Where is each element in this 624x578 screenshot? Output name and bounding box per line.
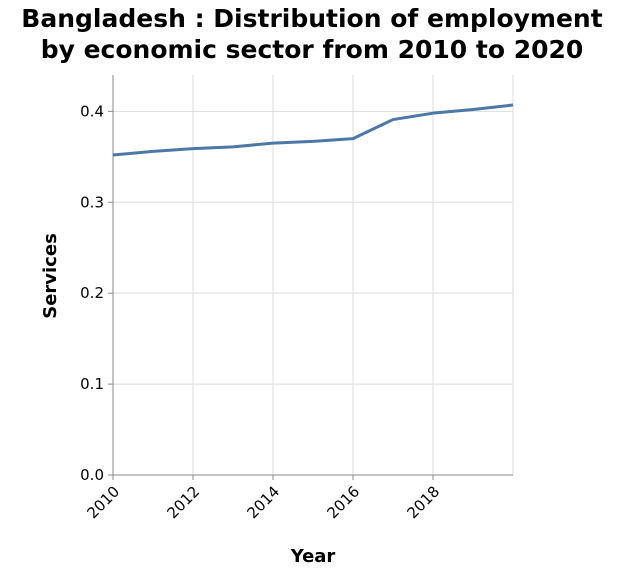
x-tick-label: 2016 <box>324 483 364 523</box>
y-tick-label: 0.3 <box>80 193 104 211</box>
y-tick-label: 0.2 <box>80 284 104 302</box>
chart-title-line-2: by economic sector from 2010 to 2020 <box>40 35 584 64</box>
tick-labels: 0.0 0.1 0.2 0.3 0.4 2010 2012 2014 2016 2018 <box>80 102 443 522</box>
axes <box>112 75 513 476</box>
y-tick-label: 0.0 <box>80 466 104 484</box>
y-axis-title: Services <box>40 233 61 319</box>
series-line <box>112 103 514 157</box>
x-tick-label: 2010 <box>84 483 124 523</box>
x-tick-label: 2014 <box>244 483 284 523</box>
y-tick-label: 0.1 <box>80 375 104 393</box>
x-tick-label: 2012 <box>164 483 204 523</box>
gridlines <box>112 75 514 476</box>
chart-title-line-1: Bangladesh : Distribution of employment <box>21 4 603 33</box>
x-tick-label: 2018 <box>404 483 444 523</box>
y-tick-label: 0.4 <box>80 102 104 120</box>
x-axis-title: Year <box>290 546 336 567</box>
series-layer <box>112 103 514 157</box>
